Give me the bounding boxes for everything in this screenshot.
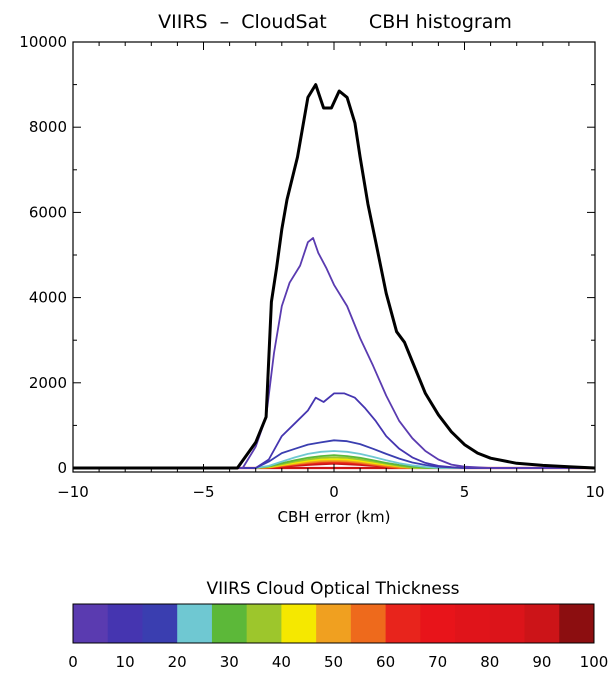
y-axis: 0 2000 4000 6000 8000 10000 [19,33,595,477]
colorbar-segment [316,604,352,643]
x-axis-label: CBH error (km) [278,508,391,526]
colorbar-ticks: 0 10 20 30 40 50 60 70 80 90 100 [68,653,608,671]
colorbar [72,603,595,644]
colorbar-tick-label: 80 [480,653,499,671]
colorbar-title: VIIRS Cloud Optical Thickness [206,579,459,599]
plot-frame [72,41,596,473]
colorbar-segment [177,604,213,643]
series-line-2 [73,392,595,469]
y-tick-label: 8000 [29,118,67,136]
colorbar-tick-label: 100 [580,653,609,671]
y-tick-label: 4000 [29,289,67,307]
colorbar-segment [211,604,248,643]
colorbar-tick-label: 70 [428,653,447,671]
colorbar-tick-label: 10 [116,653,135,671]
x-tick-label: 10 [585,483,604,501]
colorbar-segment [350,604,387,643]
y-tick-label: 2000 [29,374,67,392]
chart-title: VIIRS – CloudSat CBH histogram [158,11,512,33]
colorbar-tick-label: 90 [532,653,551,671]
x-tick-label: −5 [192,483,214,501]
colorbar-segment [246,604,282,643]
series-line-3 [73,439,595,469]
colorbar-segment [385,604,421,643]
colorbar-tick-label: 40 [272,653,291,671]
y-tick-label: 0 [57,459,67,477]
colorbar-segment [107,604,143,643]
x-tick-label: 0 [329,483,339,501]
series-line-1 [73,237,595,469]
colorbar-segment [281,604,317,643]
x-tick-label: 5 [460,483,470,501]
colorbar-segment [455,604,491,643]
y-tick-label: 6000 [29,203,67,221]
x-axis: −10 −5 0 5 10 [57,42,605,501]
colorbar-tick-label: 50 [324,653,343,671]
colorbar-tick-label: 0 [68,653,78,671]
colorbar-segment [489,604,526,643]
colorbar-segment [142,604,178,643]
series-lines [73,83,596,470]
series-line-4 [73,450,595,469]
series-line-0 [73,83,596,470]
x-tick-label: −10 [57,483,89,501]
colorbar-frame [72,603,595,644]
series-line-5 [73,454,595,469]
colorbar-tick-label: 30 [220,653,239,671]
y-tick-label: 10000 [19,33,67,51]
colorbar-segment [420,604,456,643]
colorbar-tick-label: 20 [168,653,187,671]
colorbar-tick-label: 60 [376,653,395,671]
colorbar-segment [73,604,109,643]
colorbar-segment [524,604,560,643]
colorbar-segment [559,604,595,643]
